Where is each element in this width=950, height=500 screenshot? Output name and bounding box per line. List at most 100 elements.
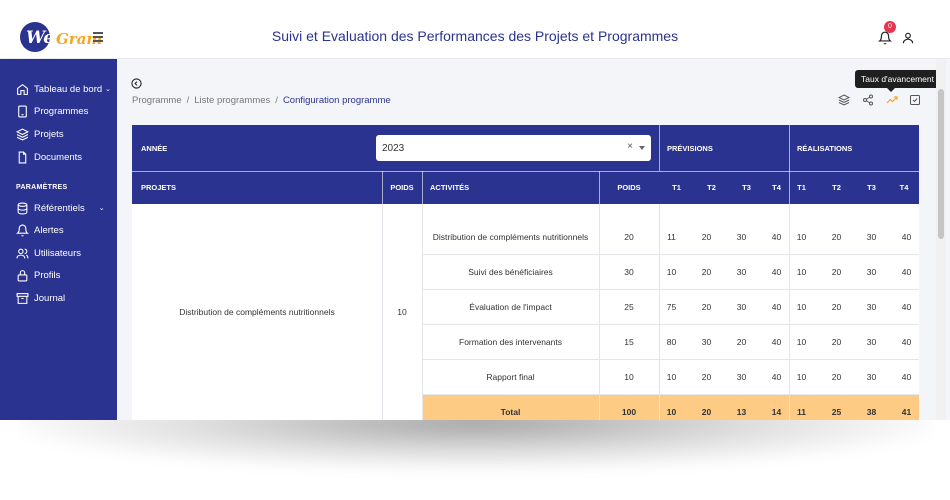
layers-icon (16, 127, 29, 141)
header-divider (599, 171, 600, 204)
menu-toggle-icon[interactable] (93, 32, 103, 42)
total-prev-t3: 13 (736, 407, 747, 417)
sidebar-item-programmes[interactable]: Programmes (16, 102, 88, 120)
activity-poids: 10 (624, 371, 634, 382)
prev-t1: 10 (666, 266, 677, 277)
prev-t2: 20 (701, 301, 712, 312)
prev-t4: 40 (771, 371, 782, 382)
previsions-label: PRÉVISIONS (667, 143, 713, 153)
real-t2: 20 (831, 266, 842, 277)
total-row (422, 395, 919, 420)
breadcrumb-current: Configuration programme (282, 95, 391, 106)
activity-poids: 30 (624, 266, 634, 277)
real-t2: 20 (831, 231, 842, 242)
real-t1: 10 (796, 336, 807, 347)
chevron-down-icon: ⌄ (98, 205, 105, 212)
prev-t4: 40 (771, 336, 782, 347)
user-account-icon[interactable] (901, 30, 915, 46)
header-divider (659, 125, 660, 171)
webgram-logo[interactable]: Web Gram (20, 22, 102, 52)
prev-t3: 30 (736, 266, 747, 277)
sidebar-item-tableau-de-bord[interactable]: Tableau de bord ⌄ (16, 80, 111, 98)
scrollbar-thumb[interactable] (938, 89, 944, 239)
prev-t3: 30 (736, 231, 747, 242)
clear-icon[interactable]: × (627, 141, 633, 152)
breadcrumb: Programme / Liste programmes / Configuration… (132, 95, 391, 106)
real-t1: 10 (796, 371, 807, 382)
real-t4: 40 (901, 301, 912, 312)
lock-icon (17, 269, 28, 281)
sidebar-item-label: Documents (34, 151, 83, 163)
grid-line (422, 289, 919, 290)
page-shadow (20, 410, 930, 470)
chevron-down-icon[interactable] (639, 146, 645, 150)
activity-name: Formation des intervenants (459, 336, 562, 347)
share-icon[interactable] (862, 94, 874, 106)
file-icon (18, 151, 27, 163)
prev-t2: 20 (701, 266, 712, 277)
breadcrumb-item-programme[interactable]: Programme (132, 95, 182, 106)
year-select[interactable]: 2023 × (376, 135, 651, 161)
total-real-t1: 11 (797, 407, 806, 417)
sidebar-item-label: Utilisateurs (34, 247, 81, 259)
logo-web-text: Web (26, 28, 65, 48)
grid-line (422, 394, 919, 395)
prev-t2: 20 (701, 231, 712, 242)
sidebar-section-parametres: PARAMÈTRES (16, 184, 68, 191)
col-header-poids: POIDS (390, 183, 414, 192)
real-t2: 20 (831, 371, 842, 382)
project-poids-cell: 10 (397, 307, 407, 317)
project-name-cell: Distribution de compléments nutritionnel… (179, 307, 335, 317)
grid-line (422, 359, 919, 360)
activity-poids: 25 (624, 301, 634, 312)
total-real-t4: 41 (901, 407, 912, 417)
prev-t1: 80 (666, 336, 677, 347)
real-t4: 40 (901, 266, 912, 277)
total-real-t2: 25 (831, 407, 842, 417)
real-t4: 40 (901, 371, 912, 382)
sidebar-item-journal[interactable]: Journal (16, 289, 65, 307)
top-bar: Web Gram Suivi et Evaluation des Perform… (0, 14, 950, 59)
trending-up-icon[interactable] (886, 94, 898, 106)
total-prev-t2: 20 (701, 407, 712, 417)
sidebar-item-utilisateurs[interactable]: Utilisateurs (16, 244, 81, 262)
database-icon (17, 202, 28, 214)
prev-t2: 30 (701, 336, 712, 347)
sidebar-item-alertes[interactable]: Alertes (16, 221, 64, 239)
real-t3: 30 (866, 371, 877, 382)
activity-name: Distribution de compléments nutritionnel… (432, 231, 589, 242)
total-poids: 100 (621, 407, 637, 417)
prev-t1: 75 (666, 301, 677, 312)
prev-t3: 30 (736, 301, 747, 312)
sidebar-item-label: Référentiels (34, 202, 85, 214)
grid-line (422, 324, 919, 325)
sidebar-item-projets[interactable]: Projets (16, 125, 64, 143)
layers-icon[interactable] (838, 94, 850, 106)
grid-line (382, 204, 383, 420)
vertical-scrollbar[interactable] (936, 59, 946, 420)
sidebar-item-documents[interactable]: Documents (16, 148, 82, 166)
real-t3: 30 (866, 301, 877, 312)
grid-line (789, 204, 790, 420)
back-circle-icon[interactable] (131, 78, 142, 89)
notification-badge: 0 (884, 21, 896, 33)
prev-t4: 40 (771, 266, 782, 277)
breadcrumb-separator: / (186, 95, 190, 106)
prev-t3: 20 (736, 336, 747, 347)
breadcrumb-item-liste-programmes[interactable]: Liste programmes (194, 95, 271, 106)
activity-poids: 20 (624, 231, 634, 242)
sidebar-item-label: Profils (34, 269, 61, 281)
real-t1: 10 (796, 231, 807, 242)
bell-icon (16, 224, 29, 236)
header-divider (789, 125, 790, 204)
col-header-real-t2: T2 (832, 183, 841, 192)
logo-circle (20, 22, 50, 52)
activity-name: Évaluation de l'impact (469, 301, 552, 312)
real-t1: 10 (796, 301, 807, 312)
col-header-activites: ACTIVITÉS (430, 183, 470, 192)
notification-bell-icon[interactable] (878, 30, 892, 46)
sidebar-item-referentiels[interactable]: Référentiels ⌄ (16, 199, 105, 217)
checkbox-icon[interactable] (909, 94, 921, 106)
sidebar-item-profils[interactable]: Profils (16, 266, 60, 284)
col-header-prev-t3: T3 (742, 183, 751, 192)
